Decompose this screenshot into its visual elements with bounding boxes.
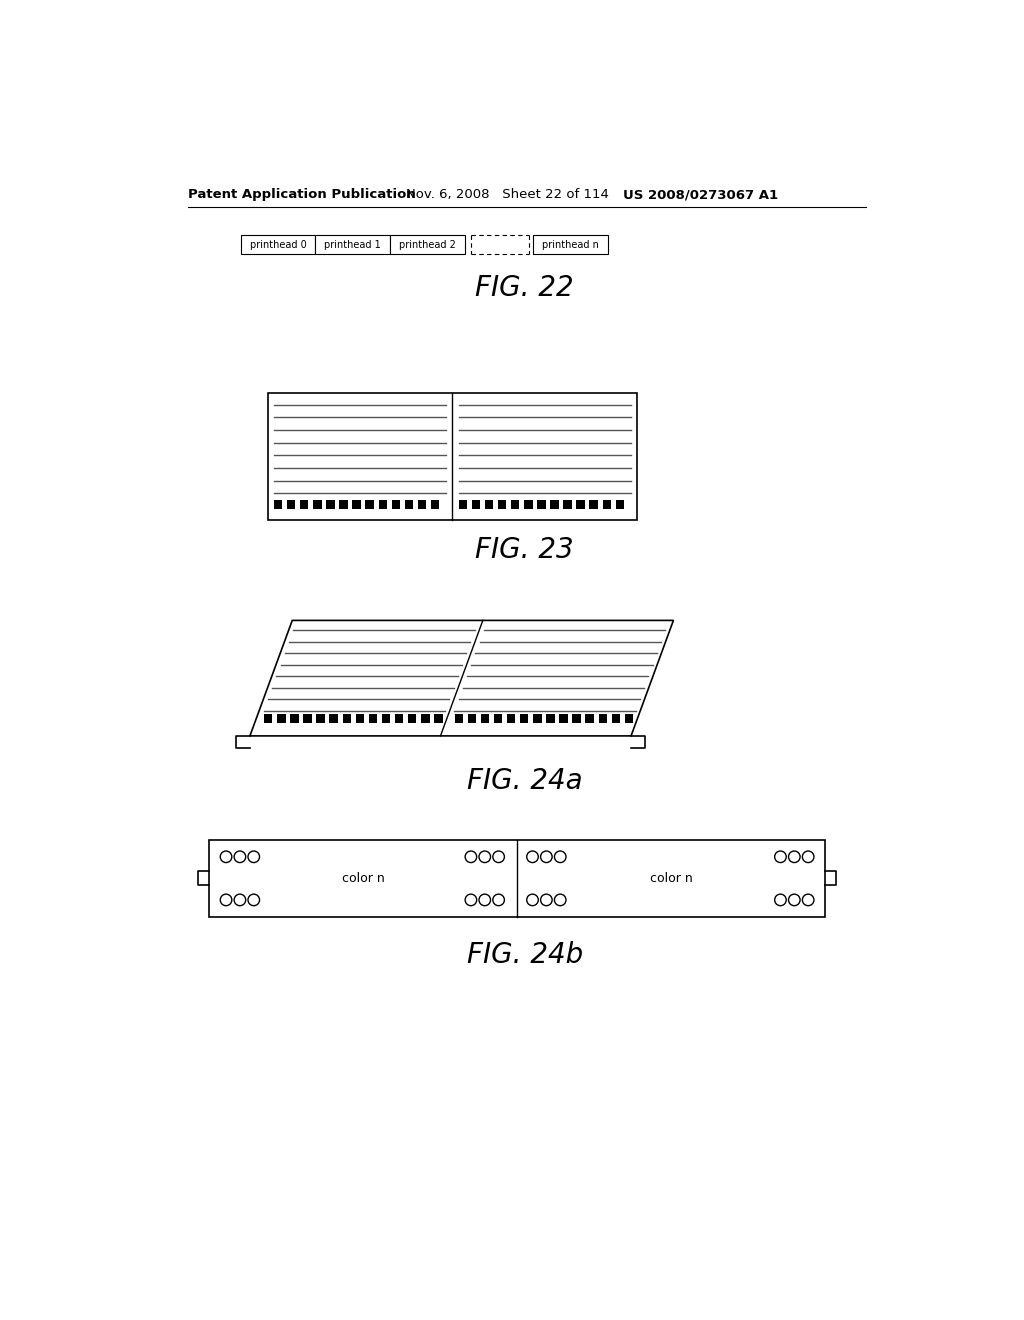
Bar (300, 500, 308, 508)
Bar (472, 500, 480, 508)
Circle shape (554, 894, 566, 906)
Bar (342, 714, 351, 723)
Polygon shape (250, 620, 674, 737)
Text: FIG. 24a: FIG. 24a (467, 767, 583, 795)
Bar (303, 714, 311, 723)
Bar (507, 714, 515, 723)
Bar (290, 714, 299, 723)
Text: FIG. 23: FIG. 23 (475, 536, 574, 564)
Circle shape (234, 894, 246, 906)
Circle shape (465, 894, 477, 906)
Bar (278, 714, 286, 723)
Circle shape (220, 894, 231, 906)
Bar (315, 235, 390, 253)
Bar (538, 500, 546, 508)
Bar (355, 714, 365, 723)
Circle shape (248, 851, 259, 862)
Text: printhead 1: printhead 1 (325, 240, 381, 249)
Circle shape (788, 894, 800, 906)
Circle shape (465, 851, 477, 862)
Bar (316, 714, 325, 723)
Bar (267, 393, 637, 520)
Bar (484, 500, 494, 508)
Bar (418, 500, 426, 508)
Bar (602, 500, 611, 508)
Bar (524, 500, 532, 508)
Bar (494, 714, 503, 723)
Bar (559, 714, 567, 723)
Bar (431, 500, 439, 508)
Bar (326, 500, 335, 508)
Bar (534, 714, 542, 723)
Circle shape (234, 851, 246, 862)
Bar (330, 714, 338, 723)
Circle shape (541, 894, 552, 906)
Bar (572, 714, 581, 723)
Text: Nov. 6, 2008   Sheet 22 of 114: Nov. 6, 2008 Sheet 22 of 114 (407, 187, 609, 201)
Bar (408, 714, 417, 723)
Bar (625, 714, 633, 723)
Bar (264, 714, 272, 723)
Text: printhead 2: printhead 2 (399, 240, 456, 249)
Circle shape (788, 851, 800, 862)
Bar (534, 235, 608, 253)
Circle shape (526, 894, 539, 906)
Text: US 2008/0273067 A1: US 2008/0273067 A1 (624, 187, 778, 201)
Bar (590, 500, 598, 508)
Text: printhead 0: printhead 0 (250, 240, 306, 249)
Bar (459, 500, 467, 508)
Circle shape (775, 894, 786, 906)
Bar (511, 500, 519, 508)
Bar (390, 235, 465, 253)
Bar (313, 500, 322, 508)
Bar (615, 500, 625, 508)
Bar (273, 500, 283, 508)
Text: FIG. 22: FIG. 22 (475, 273, 574, 302)
Bar (455, 714, 463, 723)
Bar (586, 714, 594, 723)
Bar (369, 714, 377, 723)
Circle shape (775, 851, 786, 862)
Bar (520, 714, 528, 723)
Circle shape (220, 851, 231, 862)
Circle shape (803, 894, 814, 906)
Bar (209, 840, 825, 917)
Circle shape (554, 851, 566, 862)
Bar (480, 714, 489, 723)
Bar (563, 500, 571, 508)
Bar (382, 714, 390, 723)
Bar (287, 500, 295, 508)
Bar (611, 714, 621, 723)
Bar (404, 500, 413, 508)
Text: printhead n: printhead n (542, 240, 599, 249)
Text: FIG. 24b: FIG. 24b (467, 941, 583, 969)
Circle shape (248, 894, 259, 906)
Circle shape (803, 851, 814, 862)
Circle shape (493, 894, 505, 906)
Bar (241, 235, 315, 253)
Circle shape (541, 851, 552, 862)
Bar (599, 714, 607, 723)
Bar (468, 714, 476, 723)
Bar (339, 500, 348, 508)
Text: color n: color n (649, 871, 692, 884)
Bar (366, 500, 374, 508)
Bar (546, 714, 555, 723)
Text: color n: color n (342, 871, 384, 884)
Bar (577, 500, 585, 508)
Circle shape (526, 851, 539, 862)
Bar (550, 500, 559, 508)
Circle shape (493, 851, 505, 862)
Bar (434, 714, 442, 723)
Circle shape (479, 894, 490, 906)
Bar (421, 714, 429, 723)
Bar (498, 500, 506, 508)
Circle shape (479, 851, 490, 862)
Bar (352, 500, 360, 508)
Bar (395, 714, 403, 723)
Bar (391, 500, 400, 508)
Bar (379, 500, 387, 508)
Text: Patent Application Publication: Patent Application Publication (188, 187, 416, 201)
